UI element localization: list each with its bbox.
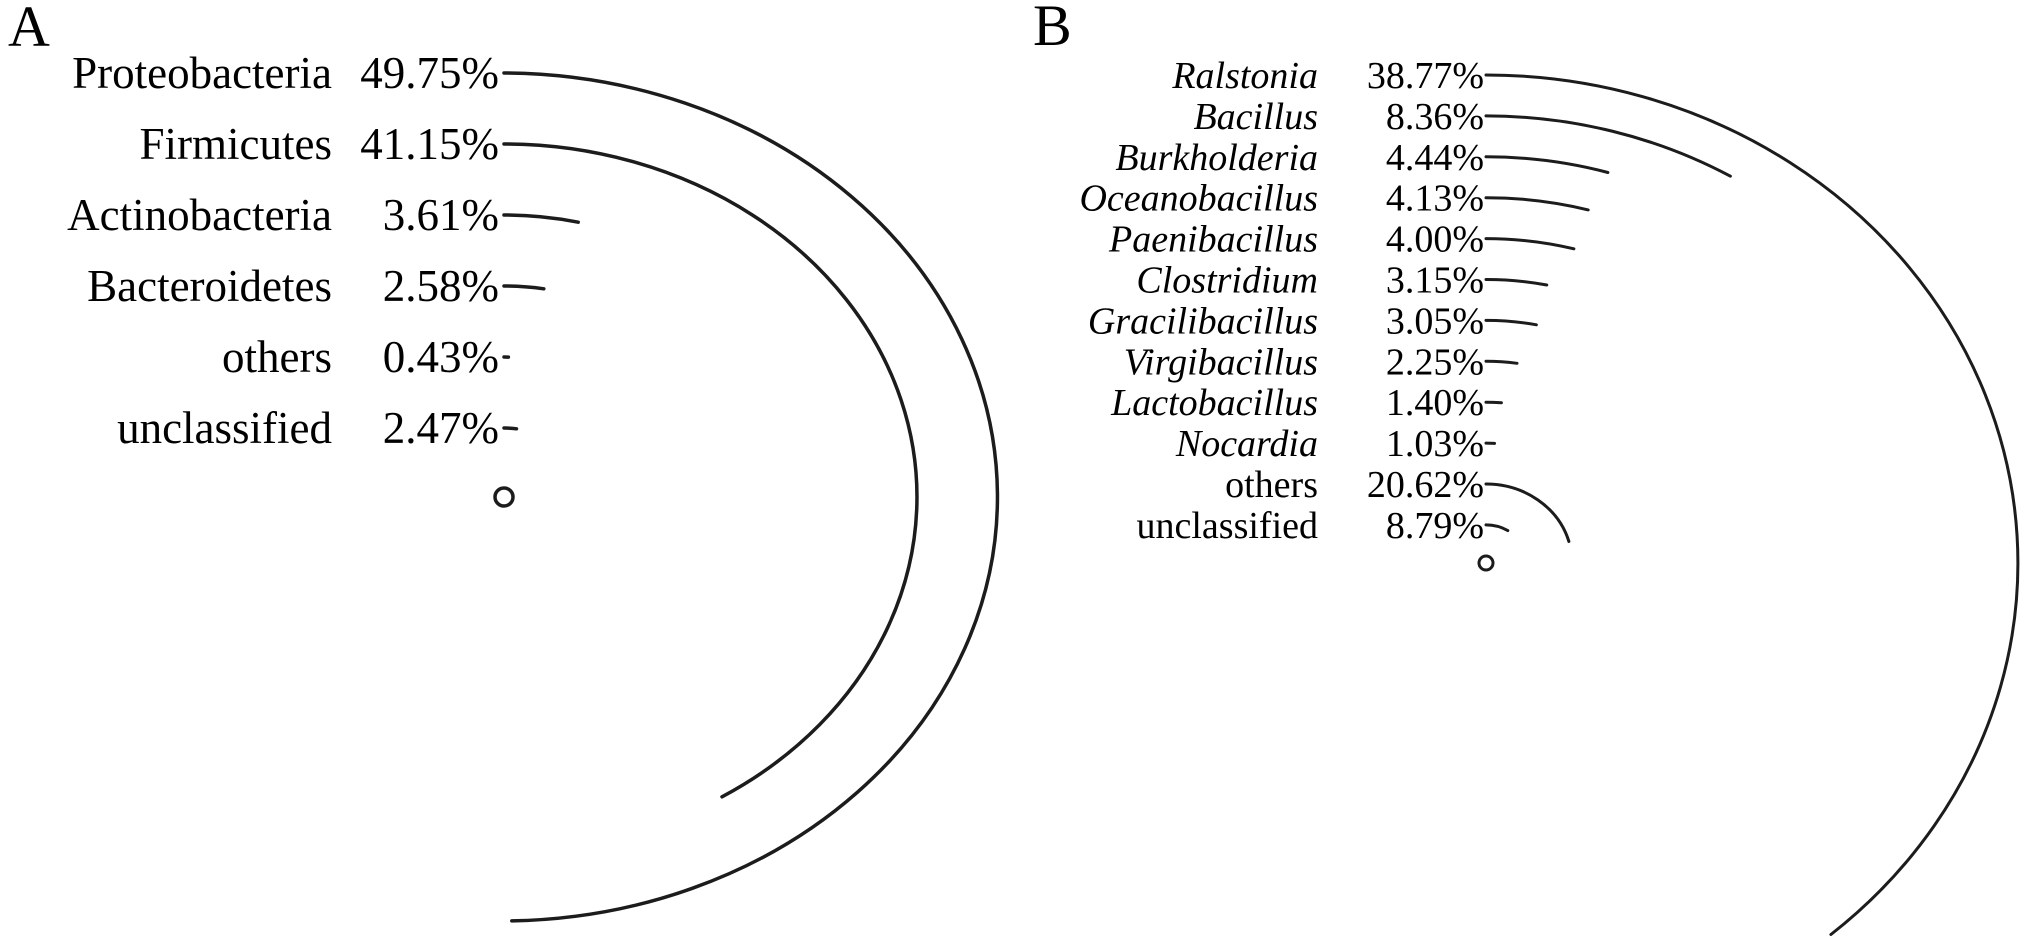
taxon-arc xyxy=(502,213,580,224)
taxon-percentage: 49.75% xyxy=(360,48,499,98)
taxon-label: Gracilibacillus xyxy=(1088,300,1318,342)
taxon-percentage: 41.15% xyxy=(360,119,499,169)
taxon-percentage: 0.43% xyxy=(383,332,499,382)
taxon-label: unclassified xyxy=(1136,505,1318,547)
taxon-percentage: 2.58% xyxy=(383,261,499,311)
taxon-arc xyxy=(1484,237,1576,251)
taxon-arc xyxy=(1484,318,1538,327)
taxon-arc xyxy=(1484,196,1590,212)
taxon-percentage: 2.47% xyxy=(383,403,499,453)
taxon-percentage: 8.79% xyxy=(1386,505,1484,547)
taxon-label: Actinobacteria xyxy=(67,190,332,240)
taxon-percentage: 3.61% xyxy=(383,190,499,240)
taxon-arc xyxy=(1484,73,2020,936)
taxon-arc xyxy=(1484,523,1510,533)
taxon-arc xyxy=(1484,400,1503,405)
taxon-label: Ralstonia xyxy=(1171,55,1318,97)
taxon-arc xyxy=(1484,359,1519,365)
panel-b-chart: Ralstonia 38.77% Bacillus 8.36% Burkholderia… xyxy=(1079,55,2020,936)
taxon-label: Bacteroidetes xyxy=(87,261,332,311)
taxon-label: others xyxy=(222,332,332,382)
center-circle-icon xyxy=(1477,554,1495,572)
taxon-percentage: 8.36% xyxy=(1386,96,1484,138)
taxon-percentage: 3.15% xyxy=(1386,260,1484,302)
taxon-label: Virgibacillus xyxy=(1124,341,1318,383)
taxon-percentage: 20.62% xyxy=(1367,464,1484,506)
taxon-label: Lactobacillus xyxy=(1110,382,1318,424)
taxon-arc xyxy=(1484,114,1732,178)
taxon-percentage: 38.77% xyxy=(1367,55,1484,97)
taxon-arc xyxy=(1484,277,1549,287)
taxon-label: others xyxy=(1225,464,1318,506)
taxon-percentage: 4.00% xyxy=(1386,219,1484,261)
taxon-arc xyxy=(502,284,546,291)
taxon-label: Oceanobacillus xyxy=(1079,178,1318,220)
taxon-label: unclassified xyxy=(117,403,332,453)
panel-a-chart: Proteobacteria 49.75% Firmicutes 41.15% Acti… xyxy=(67,48,1000,923)
taxon-arc xyxy=(1484,155,1610,174)
taxon-label: Paenibacillus xyxy=(1108,219,1318,261)
taxon-arc xyxy=(1484,482,1571,543)
taxon-percentage: 4.13% xyxy=(1386,178,1484,220)
taxon-percentage: 4.44% xyxy=(1386,137,1484,179)
center-circle-icon xyxy=(493,486,515,508)
taxon-percentage: 3.05% xyxy=(1386,300,1484,342)
panel-b-letter: B xyxy=(1033,0,1072,58)
taxon-label: Nocardia xyxy=(1175,423,1318,465)
taxon-label: Proteobacteria xyxy=(72,48,332,98)
taxon-label: Clostridium xyxy=(1136,260,1318,302)
taxon-percentage: 2.25% xyxy=(1386,341,1484,383)
taxon-arc xyxy=(502,71,1000,923)
panel-a-letter: A xyxy=(8,0,50,59)
taxon-percentage: 1.40% xyxy=(1386,382,1484,424)
taxon-arc xyxy=(502,426,519,431)
taxon-label: Burkholderia xyxy=(1115,137,1318,179)
taxon-percentage: 1.03% xyxy=(1386,423,1484,465)
taxon-arc xyxy=(502,142,919,799)
taxon-label: Firmicutes xyxy=(140,119,332,169)
taxon-label: Bacillus xyxy=(1193,96,1318,138)
